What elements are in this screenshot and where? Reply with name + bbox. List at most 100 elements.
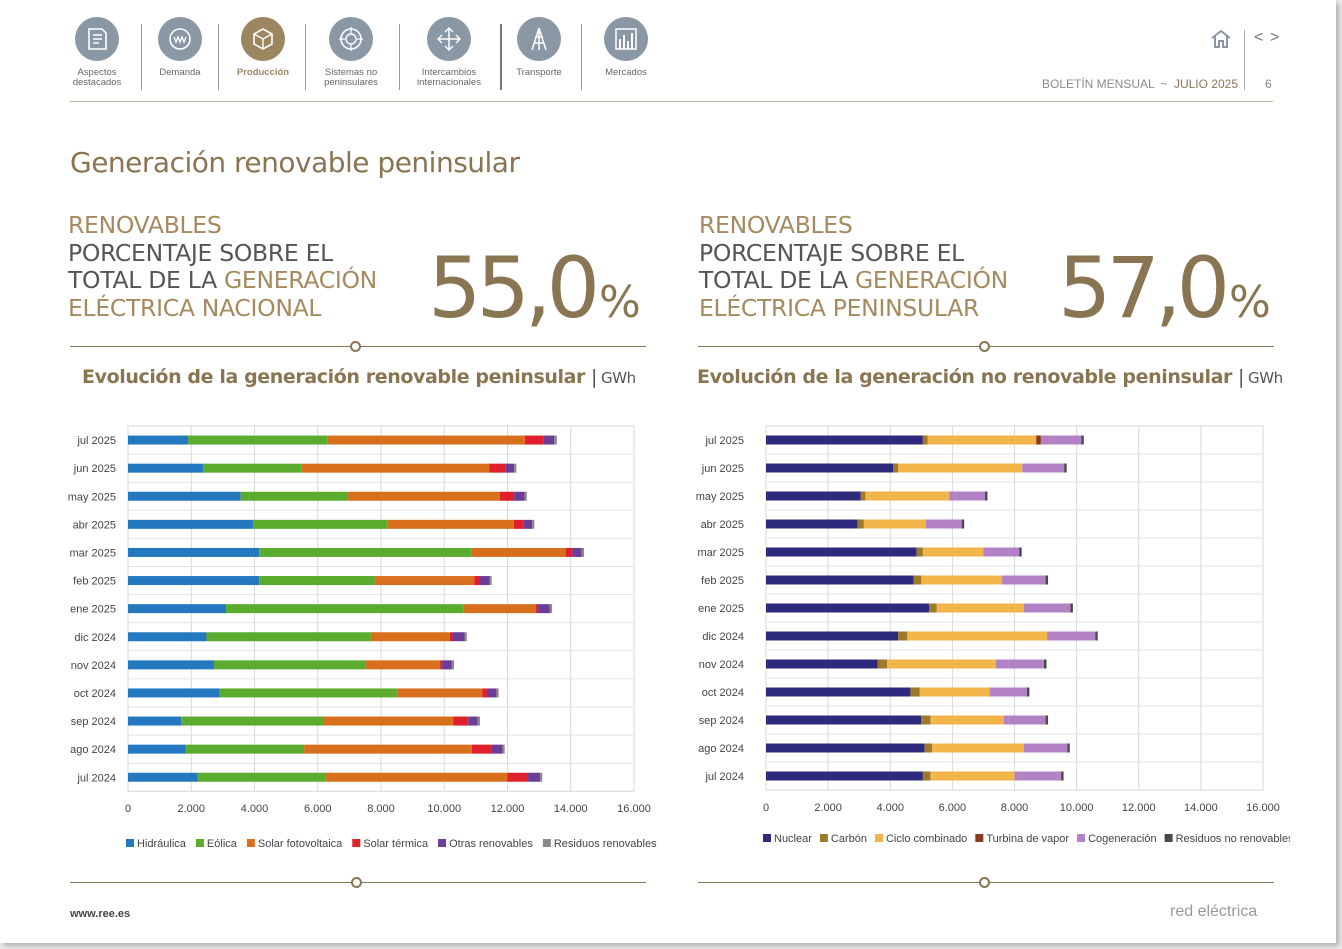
bar-segment [1014, 771, 1062, 781]
bar-segment [452, 632, 465, 642]
x-tick-label: 8.000 [367, 803, 395, 815]
nav-item-mercados[interactable]: Mercados [581, 17, 671, 78]
bar-segment [396, 688, 483, 698]
x-tick-label: 8.000 [1001, 802, 1029, 814]
legend-label: Carbón [831, 833, 867, 845]
bar-segment [893, 463, 899, 473]
transmission-tower-icon [517, 17, 561, 61]
x-tick-label: 4.000 [876, 802, 904, 814]
bulletin-separator: ~ [1160, 77, 1168, 91]
bar-segment [1081, 435, 1084, 445]
prev-page-button[interactable]: < [1254, 29, 1264, 46]
header-rule [70, 101, 1273, 102]
bar-segment [128, 519, 253, 529]
bar-segment [863, 519, 926, 529]
bar-segment [766, 715, 922, 725]
legend-label: Eólica [207, 838, 238, 850]
bar-segment [898, 631, 908, 641]
market-bars-icon [604, 17, 648, 61]
bar-segment [463, 604, 536, 614]
bar-segment [440, 660, 443, 670]
bar-segment [766, 659, 878, 669]
bar-segment [128, 604, 227, 614]
nav-divider [399, 24, 400, 90]
legend-swatch [874, 834, 883, 842]
y-category-label: jun 2025 [73, 463, 116, 475]
bar-segment [505, 463, 515, 473]
bar-segment [203, 463, 302, 473]
bar-segment [252, 519, 388, 529]
chart-non-renewable: 0 2.000 4.000 6.000 8.000 10.000 12.000 14.000 1… [696, 425, 1290, 845]
bar-segment [128, 716, 182, 726]
bar-segment [219, 688, 397, 698]
rule-ornament-icon [979, 341, 990, 352]
bar-segment [1036, 435, 1041, 445]
nav-item-intercambios-internacionales[interactable]: Intercambios internacionales [404, 17, 494, 88]
bar-segment [507, 772, 529, 782]
bar-segment [1064, 463, 1067, 473]
bar-segment [572, 547, 582, 557]
nav-item-transporte[interactable]: Transporte [494, 17, 584, 78]
nav-divider [581, 24, 582, 90]
bar-segment [921, 715, 931, 725]
kpi-right-line2: PORCENTAJE SOBRE EL [699, 238, 964, 267]
x-tick-label: 12.000 [1122, 802, 1156, 814]
nav-item-produccion[interactable]: Producción [218, 17, 308, 78]
bar-segment [374, 576, 475, 586]
bar-segment [482, 688, 487, 698]
bar-segment [474, 576, 480, 586]
bar-segment [877, 659, 888, 669]
bar-segment [910, 687, 920, 697]
chart-right-title-text: Evolución de la generación no renovable … [697, 366, 1232, 388]
bar-segment [370, 632, 450, 642]
y-category-label: jun 2025 [701, 463, 744, 475]
bar-segment [524, 491, 527, 501]
nav-item-aspectos-destacados[interactable]: Aspectos destacados [52, 17, 142, 88]
bar-segment [214, 660, 366, 670]
bar-segment [927, 435, 1037, 445]
x-tick-label: 12.000 [491, 803, 525, 815]
bar-segment [502, 744, 505, 754]
y-category-label: ene 2025 [70, 604, 116, 616]
bar-segment [543, 435, 555, 445]
footer-url[interactable]: www.ree.es [70, 908, 131, 920]
x-tick-label: 14.000 [554, 803, 588, 815]
bar-segment [984, 491, 988, 501]
exchange-arrows-icon [427, 17, 471, 61]
y-category-label: ene 2025 [698, 603, 744, 615]
kpi-right-line3a: TOTAL DE LA [699, 266, 856, 294]
nav-label: Transporte [516, 67, 562, 78]
bar-segment [128, 576, 260, 586]
rule-ornament-icon [350, 341, 361, 352]
bar-segment [766, 491, 861, 501]
bar-segment [442, 660, 452, 670]
home-icon[interactable] [1209, 28, 1233, 55]
bar-segment [949, 491, 985, 501]
next-page-button[interactable]: > [1270, 29, 1280, 46]
bar-segment [325, 772, 508, 782]
bar-segment [1045, 575, 1049, 585]
kpi-left-line3b: GENERACIÓN [224, 266, 377, 294]
legend-swatch [246, 839, 255, 847]
nav-item-sistemas-no-peninsulares[interactable]: Sistemas no peninsulares [306, 17, 396, 88]
legend-label: Hidráulica [137, 838, 187, 850]
nav-item-demanda[interactable]: Demanda [135, 17, 225, 78]
bar-segment [128, 660, 215, 670]
footer-brand-logo: red eléctrica [1170, 903, 1258, 920]
bar-segment [766, 771, 923, 781]
island-target-icon [329, 17, 373, 61]
y-category-label: dic 2024 [702, 631, 744, 643]
legend-label: Ciclo combinado [886, 833, 967, 845]
chart-left-title-text: Evolución de la generación renovable pen… [82, 366, 585, 388]
bar-segment [566, 547, 573, 557]
bar-segment [128, 688, 220, 698]
x-tick-label: 6.000 [939, 802, 967, 814]
page-number: 6 [1265, 77, 1272, 91]
bulletin-label: BOLETÍN MENSUAL ~ JULIO 2025 [1042, 77, 1238, 91]
bulletin-name: BOLETÍN MENSUAL [1042, 77, 1155, 91]
x-tick-label: 10.000 [1060, 802, 1094, 814]
x-tick-label: 14.000 [1184, 802, 1218, 814]
bar-segment [549, 604, 553, 614]
bar-segment [453, 716, 469, 726]
